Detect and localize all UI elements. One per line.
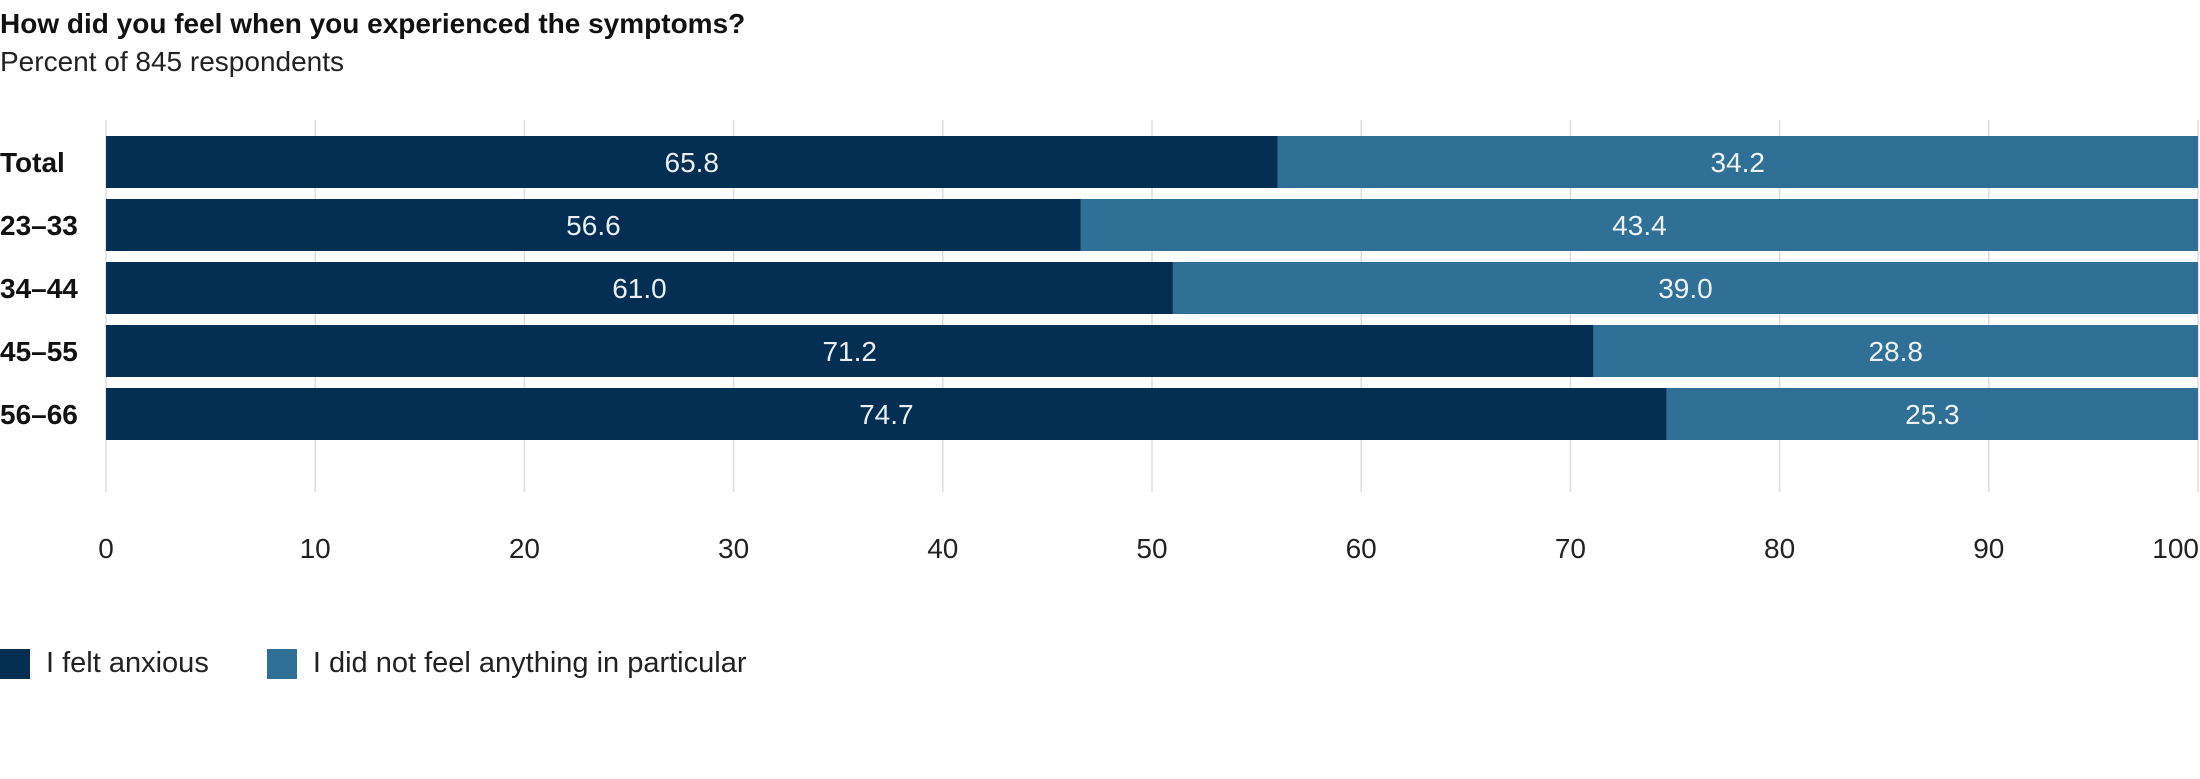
legend-item-anxious: I felt anxious [0,647,209,680]
legend-item-nothing: I did not feel anything in particular [266,647,747,680]
data-label: 74.7 [859,399,914,430]
legend-swatch-anxious [0,648,30,679]
data-label: 71.2 [822,336,877,367]
bar-segment [106,325,1594,377]
data-label: 56.6 [566,210,621,241]
legend: I felt anxious I did not feel anything i… [0,647,804,680]
bar-segment [1277,136,2198,188]
data-label: 25.3 [1905,399,1960,430]
data-label: 28.8 [1868,336,1923,367]
x-tick-label: 30 [718,533,749,564]
bar-segment [106,199,1081,251]
x-tick-label: 50 [1136,533,1167,564]
data-label: 65.8 [665,147,720,178]
legend-label-nothing: I did not feel anything in particular [312,647,747,679]
category-label: Total [0,147,65,178]
data-label: 34.2 [1711,147,1766,178]
data-label: 43.4 [1612,210,1667,241]
category-label: 23–33 [0,210,78,241]
chart-subtitle: Percent of 845 respondents [0,46,345,77]
chart-title: How did you feel when you experienced th… [0,8,746,39]
x-tick-label: 70 [1555,533,1586,564]
bar-segment [106,262,1173,314]
x-tick-label: 100 [2152,533,2199,564]
x-tick-label: 20 [509,533,540,564]
stacked-bar-chart: 0 10 20 30 40 50 60 70 80 90 100 Total 65.8 34.2 23–33… [0,120,2199,564]
x-tick-label: 80 [1764,533,1795,564]
x-tick-label: 60 [1346,533,1377,564]
bar-segment [106,388,1667,440]
legend-label-anxious: I felt anxious [46,647,209,679]
legend-swatch-nothing [266,648,297,679]
bar-segment [1593,325,2198,377]
data-label: 39.0 [1658,273,1713,304]
bar-segment [106,136,1278,188]
x-tick-label: 90 [1973,533,2004,564]
x-tick-label: 40 [927,533,958,564]
bar-segment [1080,199,2198,251]
category-label: 34–44 [0,273,78,304]
bar-segment [1172,262,2198,314]
x-tick-label: 10 [300,533,331,564]
category-label: 56–66 [0,399,78,430]
x-tick-label: 0 [98,533,114,564]
category-label: 45–55 [0,336,78,367]
bar-segment [1666,388,2198,440]
data-label: 61.0 [612,273,667,304]
